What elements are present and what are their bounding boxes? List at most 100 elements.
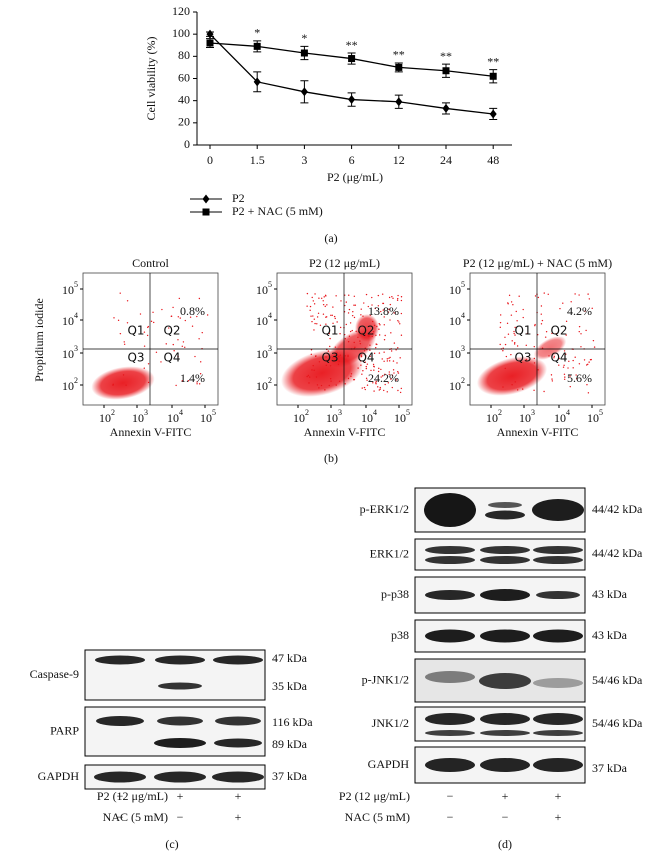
cell-dot [393, 342, 396, 344]
cell-dot [119, 332, 122, 335]
protein-label: p-JNK1/2 [362, 672, 409, 686]
molecular-weight: 44/42 kDa [592, 502, 643, 516]
cell-dot [316, 384, 319, 386]
cell-dot [367, 335, 369, 337]
tick-base: 10 [326, 411, 338, 425]
cell-dot [161, 308, 163, 311]
cell-dot [339, 333, 341, 335]
cell-dot [354, 346, 356, 349]
cell-dot [564, 376, 566, 378]
cell-dot [345, 323, 347, 326]
protein-label: p-p38 [381, 587, 409, 601]
cell-dot [324, 305, 326, 308]
cell-dot [513, 330, 515, 333]
cell-dot [181, 345, 183, 347]
cell-dot [399, 323, 401, 325]
cell-dot [338, 380, 341, 382]
cell-dot [348, 294, 350, 296]
blot-band [212, 771, 264, 783]
cell-dot [388, 373, 390, 376]
y-tick-label: 104 [62, 311, 78, 328]
cell-dot [360, 308, 362, 310]
cell-dot [384, 373, 386, 376]
cell-dot [320, 384, 323, 387]
tick-exponent: 3 [268, 344, 272, 353]
x-tick-label: 104 [167, 408, 183, 425]
cell-dot [364, 350, 366, 352]
molecular-weight: 43 kDa [592, 587, 628, 601]
tick-exponent: 5 [74, 280, 78, 289]
cell-dot [378, 323, 380, 325]
cell-dot [387, 382, 390, 384]
cell-dot [390, 332, 392, 334]
tick-exponent: 5 [599, 408, 603, 417]
x-tick-label: 48 [487, 153, 499, 167]
cell-dot [370, 369, 372, 372]
tick-base: 10 [62, 379, 74, 393]
condition-sign: − [117, 810, 124, 824]
cell-dot [155, 351, 158, 353]
condition-sign: − [447, 810, 454, 824]
plot-frame [469, 272, 606, 406]
panel-label: (d) [498, 837, 512, 851]
tick-exponent: 2 [74, 376, 78, 385]
cell-dot [391, 296, 393, 298]
cell-dot [397, 297, 399, 300]
cell-dot [388, 371, 390, 373]
cell-dot [336, 352, 338, 354]
blot-band [154, 738, 206, 748]
cell-dot [378, 367, 380, 370]
tick-base: 10 [256, 379, 268, 393]
data-point [489, 72, 497, 80]
cell-dot [373, 369, 375, 371]
cell-dot [563, 373, 566, 376]
upper-right-percent: 0.8% [180, 304, 205, 318]
data-point [395, 63, 403, 71]
cell-dot [196, 315, 198, 318]
cell-dot [322, 313, 325, 315]
y-tick-label: 100 [172, 26, 190, 40]
protein-label: GAPDH [38, 769, 80, 783]
cell-dot [345, 301, 347, 303]
cell-dot [364, 334, 367, 336]
panel-label: (c) [165, 837, 178, 851]
cell-dot [325, 359, 327, 362]
quadrant-label: Q2 [163, 324, 180, 338]
cell-dot [371, 335, 373, 338]
cell-dot [311, 320, 313, 323]
cell-dot [565, 334, 567, 336]
cell-dot [177, 316, 180, 318]
cell-dot [332, 356, 334, 359]
cell-dot [199, 373, 202, 375]
cell-dot [311, 369, 313, 371]
tick-exponent: 4 [179, 408, 183, 417]
cell-dot [184, 346, 186, 348]
cell-dot [337, 363, 340, 366]
blot-band [158, 682, 202, 690]
blot-band [536, 591, 580, 599]
y-tick-label: 40 [178, 92, 190, 106]
cell-dot [514, 334, 516, 336]
cell-dot [588, 361, 590, 363]
cell-dot [353, 295, 356, 297]
cell-dot [586, 384, 588, 386]
cell-dot [504, 343, 507, 346]
cell-dot [544, 336, 547, 338]
cell-dot [502, 386, 504, 388]
x-tick-label: 102 [486, 408, 502, 425]
cell-dot [123, 341, 125, 343]
y-tick-label: 105 [256, 280, 272, 297]
cell-dot [574, 293, 576, 295]
cell-dot [150, 320, 153, 323]
data-point [348, 95, 356, 105]
cell-dot [377, 386, 379, 388]
cell-dot [499, 314, 502, 316]
cell-dot [541, 319, 544, 322]
cell-dot [389, 319, 391, 321]
cell-dot [147, 381, 150, 384]
cell-dot [383, 389, 385, 392]
tick-exponent: 3 [74, 344, 78, 353]
cell-dot [562, 302, 564, 304]
cell-dot [397, 389, 399, 392]
cell-dot [351, 329, 353, 332]
